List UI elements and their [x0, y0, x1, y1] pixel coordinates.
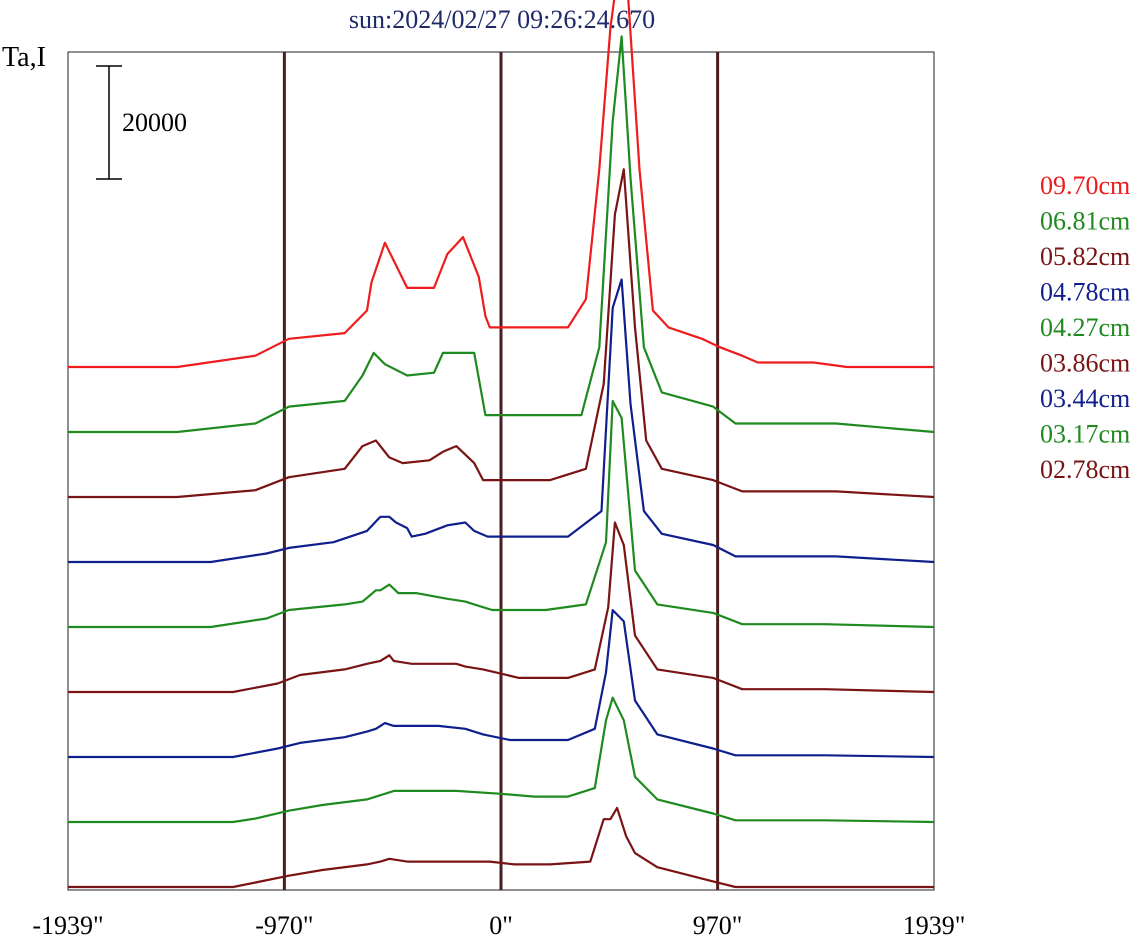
scale-bar-label: 20000 — [122, 108, 187, 137]
series-line-0 — [68, 0, 934, 369]
x-tick-label-1: -970" — [255, 911, 313, 940]
x-tick-label-0: -1939" — [32, 911, 103, 940]
legend-entry-2: 05.82cm — [1040, 242, 1130, 271]
y-axis-label: Ta,I — [2, 42, 46, 73]
x-tick-label-2: 0" — [489, 911, 513, 940]
series-line-2 — [68, 168, 935, 499]
reference-lines — [282, 52, 720, 890]
legend-entry-6: 03.44cm — [1040, 384, 1130, 413]
series-lines — [68, 0, 935, 889]
series-line-8 — [68, 806, 934, 889]
series-line-5 — [68, 521, 935, 694]
legend-entry-0: 09.70cm — [1040, 171, 1130, 200]
series-line-3 — [68, 278, 935, 564]
series-line-7 — [68, 696, 935, 824]
legend: 09.70cm 06.81cm 05.82cm 04.78cm 04.27cm 03.86… — [1040, 171, 1130, 484]
legend-entry-5: 03.86cm — [1040, 349, 1130, 378]
legend-entry-1: 06.81cm — [1040, 207, 1130, 236]
chart-title: sun:2024/02/27 09:26:24.670 — [349, 5, 655, 34]
series-line-6 — [68, 609, 935, 759]
series-line-4 — [68, 399, 935, 629]
legend-entry-8: 02.78cm — [1040, 455, 1130, 484]
legend-entry-3: 04.78cm — [1040, 278, 1130, 307]
legend-entry-7: 03.17cm — [1040, 420, 1130, 449]
x-tick-label-3: 970" — [693, 911, 743, 940]
scale-bar: 20000 — [96, 65, 187, 180]
series-line-1 — [68, 35, 935, 434]
x-tick-label-4: 1939" — [903, 911, 966, 940]
legend-entry-4: 04.27cm — [1040, 313, 1130, 342]
x-tick-labels: -1939" -970" 0" 970" 1939" — [32, 911, 965, 940]
